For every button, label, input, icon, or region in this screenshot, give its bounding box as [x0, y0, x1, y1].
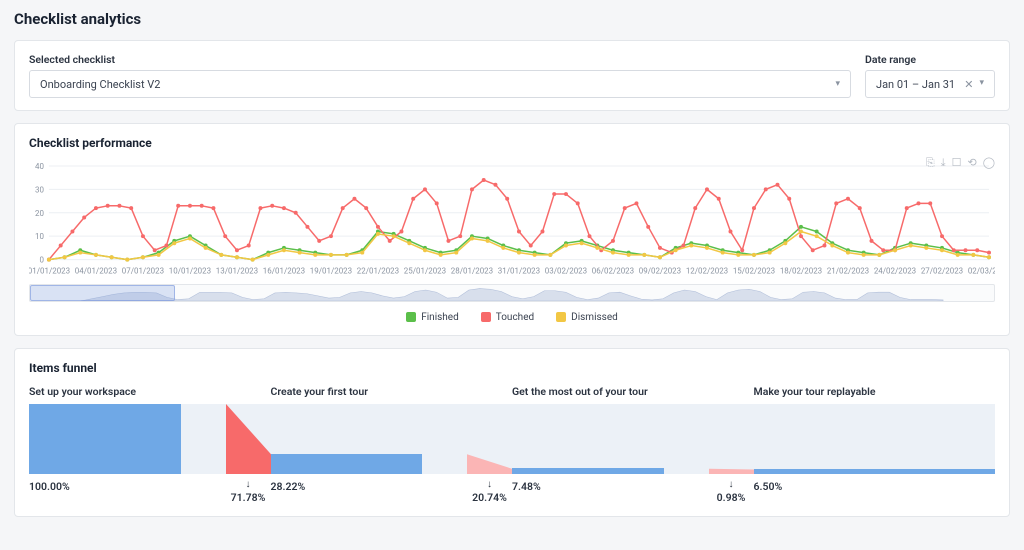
svg-text:22/01/2023: 22/01/2023	[357, 267, 399, 276]
legend-item[interactable]: Touched	[481, 312, 534, 323]
funnel-step-title: Set up your workspace	[29, 385, 271, 398]
funnel-percent-row: 100.00% ↓71.78%	[29, 480, 271, 504]
funnel-step: Get the most out of your tour 7.48% ↓0.98%	[512, 385, 754, 504]
funnel-title: Items funnel	[29, 361, 995, 375]
funnel-drop-label: ↓71.78%	[226, 480, 271, 504]
legend-swatch	[406, 312, 416, 322]
performance-chart: 0 10 20 30 40 01/01/2023 04/01/2023 07/01/2023 1…	[29, 160, 995, 280]
svg-text:24/02/2023: 24/02/2023	[874, 267, 916, 276]
funnel-card: Items funnel Set up your workspace 100.00…	[14, 348, 1010, 517]
funnel-bars	[29, 404, 271, 474]
svg-text:25/01/2023: 25/01/2023	[404, 267, 446, 276]
filters-card: Selected checklist Onboarding Checklist …	[14, 40, 1010, 111]
arrow-down-icon: ↓	[487, 480, 492, 490]
chart-legend: Finished Touched Dismissed	[29, 302, 995, 323]
svg-text:10: 10	[35, 232, 44, 241]
funnel-drop-percent: 20.74%	[472, 491, 507, 504]
svg-text:40: 40	[35, 162, 44, 171]
range-selector[interactable]	[29, 284, 995, 302]
funnel-percent-row: 7.48% ↓0.98%	[512, 480, 754, 504]
svg-text:28/01/2023: 28/01/2023	[451, 267, 493, 276]
legend-item[interactable]: Finished	[406, 312, 459, 323]
funnel-row: Set up your workspace100.00%↓71.78%Creat…	[29, 385, 995, 504]
legend-swatch	[481, 312, 491, 322]
chevron-down-icon: ▾	[835, 79, 840, 89]
svg-text:30: 30	[35, 185, 44, 194]
svg-text:01/01/2023: 01/01/2023	[29, 267, 70, 276]
daterange-label: Date range	[865, 53, 995, 66]
funnel-main-bar	[754, 404, 996, 474]
funnel-bars	[512, 404, 754, 474]
svg-text:04/01/2023: 04/01/2023	[75, 267, 117, 276]
svg-text:03/02/2023: 03/02/2023	[545, 267, 587, 276]
checklist-value: Onboarding Checklist V2	[40, 78, 160, 91]
checklist-select[interactable]: Onboarding Checklist V2 ▾	[29, 70, 851, 98]
svg-text:18/02/2023: 18/02/2023	[780, 267, 822, 276]
funnel-bars	[754, 404, 996, 474]
funnel-percent: 7.48%	[512, 480, 541, 504]
legend-item[interactable]: Dismissed	[556, 312, 618, 323]
performance-title: Checklist performance	[29, 136, 995, 150]
funnel-step: Set up your workspace 100.00% ↓71.78%	[29, 385, 271, 504]
funnel-main-bar	[29, 404, 226, 474]
funnel-drop	[467, 404, 512, 474]
svg-text:16/01/2023: 16/01/2023	[263, 267, 305, 276]
zoom-icon[interactable]: ☐	[952, 156, 962, 170]
svg-text:19/01/2023: 19/01/2023	[310, 267, 352, 276]
funnel-step: Create your first tour 28.22% ↓20.74%	[271, 385, 513, 504]
funnel-step-title: Make your tour replayable	[754, 385, 996, 398]
reset-icon[interactable]: ⟲	[967, 156, 976, 170]
funnel-drop	[226, 404, 271, 474]
funnel-bars	[271, 404, 513, 474]
funnel-drop	[709, 404, 754, 474]
funnel-drop-percent: 71.78%	[231, 491, 266, 504]
copy-icon[interactable]: ⎘	[926, 156, 935, 170]
svg-text:0: 0	[39, 256, 44, 265]
svg-text:20: 20	[35, 209, 44, 218]
clear-icon[interactable]: ✕	[964, 78, 973, 91]
chart-toolbar: ⎘ ⤓ ☐ ⟲ ◯	[926, 156, 995, 170]
funnel-percent: 100.00%	[29, 480, 70, 504]
daterange-select[interactable]: Jan 01 – Jan 31 ✕ ▾	[865, 70, 995, 98]
svg-text:07/01/2023: 07/01/2023	[122, 267, 164, 276]
arrow-down-icon: ↓	[729, 480, 734, 490]
svg-text:31/01/2023: 31/01/2023	[498, 267, 540, 276]
svg-text:12/02/2023: 12/02/2023	[686, 267, 728, 276]
funnel-percent-row: 6.50%	[754, 480, 996, 493]
svg-text:10/01/2023: 10/01/2023	[169, 267, 211, 276]
funnel-drop-label: ↓20.74%	[467, 480, 512, 504]
svg-text:06/02/2023: 06/02/2023	[592, 267, 634, 276]
svg-text:13/01/2023: 13/01/2023	[216, 267, 258, 276]
chevron-down-icon: ▾	[979, 78, 984, 91]
svg-text:02/03/2023: 02/03/2023	[968, 267, 995, 276]
daterange-value: Jan 01 – Jan 31	[876, 78, 955, 91]
page-title: Checklist analytics	[14, 10, 1010, 28]
performance-card: Checklist performance ⎘ ⤓ ☐ ⟲ ◯ 0 10 20 30 4…	[14, 123, 1010, 336]
funnel-main-bar	[271, 404, 468, 474]
funnel-step: Make your tour replayable 6.50%	[754, 385, 996, 493]
svg-text:27/02/2023: 27/02/2023	[921, 267, 963, 276]
checklist-label: Selected checklist	[29, 53, 851, 66]
arrow-down-icon: ↓	[246, 480, 251, 490]
funnel-percent: 6.50%	[754, 480, 783, 493]
legend-swatch	[556, 312, 566, 322]
refresh-icon[interactable]: ◯	[983, 156, 995, 170]
download-icon[interactable]: ⤓	[941, 156, 946, 170]
funnel-step-title: Create your first tour	[271, 385, 513, 398]
funnel-percent: 28.22%	[271, 480, 306, 504]
funnel-drop-label: ↓0.98%	[709, 480, 754, 504]
svg-text:09/02/2023: 09/02/2023	[639, 267, 681, 276]
daterange-field: Date range Jan 01 – Jan 31 ✕ ▾	[865, 53, 995, 98]
funnel-main-bar	[512, 404, 709, 474]
funnel-percent-row: 28.22% ↓20.74%	[271, 480, 513, 504]
funnel-drop-percent: 0.98%	[717, 491, 746, 504]
performance-chart-wrap: ⎘ ⤓ ☐ ⟲ ◯ 01020304001/01/202304/01/20230…	[29, 160, 995, 323]
legend-label: Dismissed	[571, 312, 618, 323]
funnel-step-title: Get the most out of your tour	[512, 385, 754, 398]
legend-label: Finished	[421, 312, 459, 323]
legend-label: Touched	[496, 312, 534, 323]
svg-text:15/02/2023: 15/02/2023	[733, 267, 775, 276]
checklist-field: Selected checklist Onboarding Checklist …	[29, 53, 851, 98]
svg-text:21/02/2023: 21/02/2023	[827, 267, 869, 276]
